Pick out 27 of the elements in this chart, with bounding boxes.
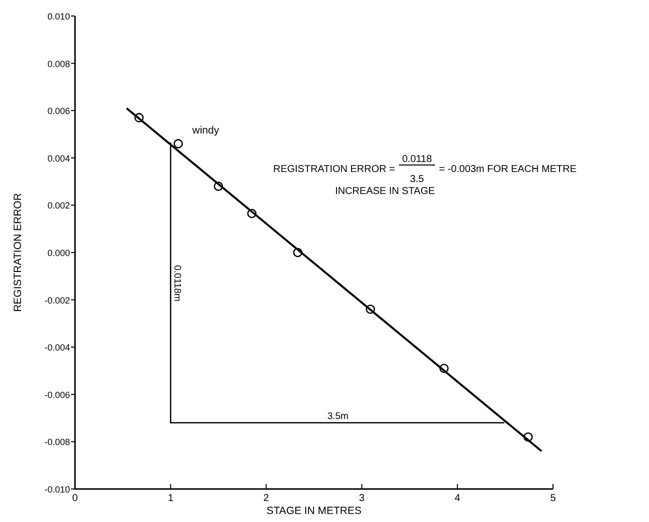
annotation: = -0.003m FOR EACH METRE [439, 164, 577, 175]
x-tick-label: 2 [263, 493, 270, 504]
x-tick-label: 1 [168, 493, 174, 504]
y-tick-label: -0.002 [44, 295, 70, 306]
annotation: 3.5 [410, 174, 424, 185]
annotation: 0.0118 [402, 154, 432, 165]
y-tick-label: 0.004 [47, 153, 70, 164]
y-tick-label: 0.006 [47, 106, 70, 116]
annotation: 3.5m [327, 410, 349, 422]
x-tick-label: 5 [550, 493, 556, 504]
annotation: INCREASE IN STAGE [335, 186, 436, 197]
y-axis-title: REGISTRATION ERROR [12, 192, 24, 312]
y-tick-label: 0.000 [47, 248, 70, 258]
x-tick-label: 3 [359, 493, 366, 504]
y-tick-label: -0.008 [44, 437, 70, 448]
annotation: REGISTRATION ERROR = [273, 164, 396, 175]
annotation: windy [191, 124, 220, 137]
y-tick-label: 0.008 [47, 58, 70, 69]
y-tick-label: 0.002 [47, 200, 70, 211]
annotation: 0.0118m [172, 265, 183, 302]
y-tick-label: 0.010 [47, 12, 70, 22]
x-tick-label: 4 [454, 493, 461, 504]
y-tick-label: -0.004 [44, 342, 70, 353]
x-tick-label: 0 [72, 493, 78, 504]
y-tick-label: -0.010 [44, 484, 70, 494]
y-tick-label: -0.006 [44, 390, 70, 400]
x-axis-title: STAGE IN METRES [266, 505, 362, 517]
